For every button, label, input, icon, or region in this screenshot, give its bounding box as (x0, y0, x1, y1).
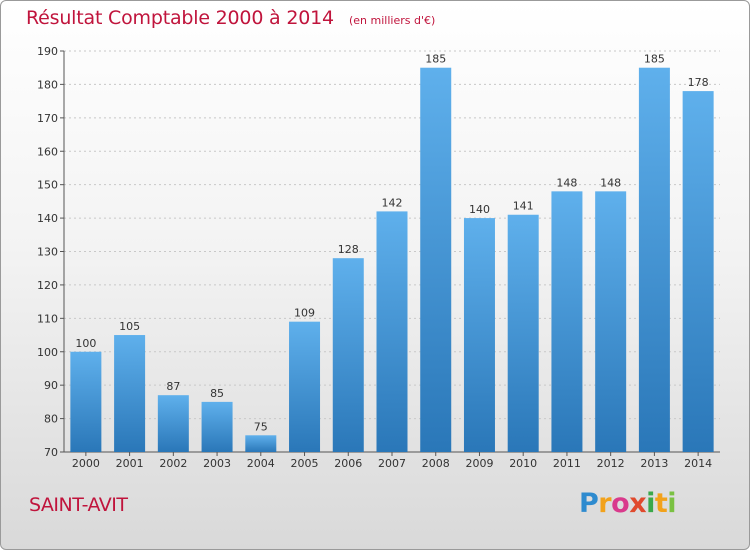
logo-letter: r (598, 488, 612, 519)
logo-letter: i (667, 488, 677, 519)
y-tick-label: 160 (37, 145, 58, 158)
title-row: Résultat Comptable 2000 à 2014 (en milli… (26, 7, 435, 29)
x-tick-label: 2004 (247, 457, 275, 470)
x-tick-label: 2013 (640, 457, 668, 470)
bar (463, 218, 495, 452)
bar (332, 258, 364, 452)
bar-value-label: 85 (210, 387, 224, 400)
bar (70, 351, 102, 452)
bar-value-label: 128 (338, 243, 359, 256)
chart-title: Résultat Comptable 2000 à 2014 (26, 7, 334, 29)
bar (157, 395, 189, 452)
x-tick-label: 2000 (72, 457, 100, 470)
x-tick-label: 2007 (378, 457, 406, 470)
bar-value-label: 148 (556, 176, 577, 189)
bar-value-label: 105 (119, 320, 140, 333)
x-tick-label: 2005 (291, 457, 319, 470)
x-tick-label: 2010 (509, 457, 537, 470)
bar-value-label: 185 (425, 53, 446, 66)
y-tick-label: 120 (37, 279, 58, 292)
bar-value-label: 185 (644, 53, 665, 66)
bar-value-label: 142 (382, 196, 403, 209)
proxiti-logo[interactable]: Proxiti (579, 488, 677, 519)
bar (245, 435, 277, 452)
y-tick-label: 190 (37, 45, 58, 58)
bar-value-label: 140 (469, 203, 490, 216)
bar (638, 67, 670, 452)
bar (595, 191, 627, 452)
x-tick-label: 2009 (465, 457, 493, 470)
bar (682, 91, 714, 452)
x-tick-label: 2006 (334, 457, 362, 470)
y-tick-label: 170 (37, 112, 58, 125)
logo-letter: t (654, 488, 668, 519)
x-tick-label: 2012 (597, 457, 625, 470)
y-tick-label: 150 (37, 179, 58, 192)
x-tick-label: 2003 (203, 457, 231, 470)
bar-value-label: 178 (688, 76, 709, 89)
bar (507, 214, 539, 452)
x-tick-label: 2001 (116, 457, 144, 470)
commune-name: SAINT-AVIT (29, 494, 128, 516)
y-tick-label: 80 (44, 413, 58, 426)
y-tick-label: 100 (37, 346, 58, 359)
bar (420, 67, 452, 452)
bar (201, 401, 233, 452)
y-tick-label: 130 (37, 246, 58, 259)
bar-value-label: 75 (254, 420, 268, 433)
x-tick-label: 2014 (684, 457, 712, 470)
logo-letter: P (579, 488, 599, 519)
logo-letter: x (629, 488, 647, 519)
bar (376, 211, 408, 452)
y-tick-label: 140 (37, 212, 58, 225)
x-tick-label: 2011 (553, 457, 581, 470)
bar (114, 335, 146, 452)
x-tick-label: 2008 (422, 457, 450, 470)
bar-value-label: 109 (294, 307, 315, 320)
bar-value-label: 148 (600, 176, 621, 189)
chart-subtitle: (en milliers d'€) (348, 14, 436, 27)
bar (289, 321, 321, 452)
y-tick-label: 110 (37, 312, 58, 325)
logo-letter: o (611, 488, 630, 519)
logo-letter: i (646, 488, 655, 519)
x-tick-label: 2002 (159, 457, 187, 470)
bar (551, 191, 583, 452)
bar-value-label: 100 (75, 337, 96, 350)
y-tick-label: 70 (44, 446, 58, 459)
y-tick-label: 180 (37, 78, 58, 91)
bar-value-label: 87 (166, 380, 180, 393)
y-tick-label: 90 (44, 379, 58, 392)
bar-value-label: 141 (513, 200, 534, 213)
